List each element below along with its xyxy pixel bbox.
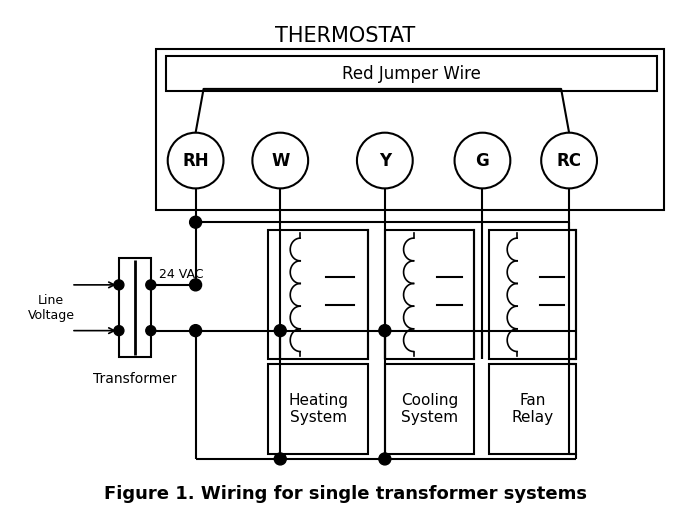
Text: THERMOSTAT: THERMOSTAT (275, 26, 415, 46)
Circle shape (146, 280, 156, 290)
Circle shape (275, 453, 286, 465)
Text: W: W (271, 151, 289, 170)
Bar (385, 364, 475, 454)
Text: Transformer: Transformer (93, 372, 177, 386)
Circle shape (190, 216, 201, 228)
Text: Line
Voltage: Line Voltage (28, 294, 75, 322)
Bar (268, 230, 368, 360)
Circle shape (379, 453, 391, 465)
Circle shape (146, 326, 156, 336)
Circle shape (379, 325, 391, 337)
Text: Y: Y (379, 151, 391, 170)
Text: RH: RH (182, 151, 209, 170)
Circle shape (357, 133, 413, 188)
Circle shape (114, 326, 124, 336)
Text: RC: RC (557, 151, 582, 170)
Bar (166, 56, 657, 91)
Circle shape (168, 133, 224, 188)
Text: 24 VAC: 24 VAC (159, 268, 204, 281)
Circle shape (190, 325, 201, 337)
Text: Heating
System: Heating System (288, 393, 348, 425)
Text: Cooling
System: Cooling System (401, 393, 458, 425)
Bar (156, 49, 664, 210)
Bar (489, 364, 576, 454)
Circle shape (455, 133, 511, 188)
Bar (385, 230, 475, 360)
Text: Fan
Relay: Fan Relay (512, 393, 554, 425)
Circle shape (253, 133, 308, 188)
Circle shape (114, 280, 124, 290)
Bar (489, 230, 576, 360)
Circle shape (541, 133, 597, 188)
Text: Red Jumper Wire: Red Jumper Wire (342, 65, 481, 82)
Circle shape (275, 325, 286, 337)
Bar (119, 258, 151, 358)
Bar (268, 364, 368, 454)
Text: Figure 1. Wiring for single transformer systems: Figure 1. Wiring for single transformer … (104, 485, 586, 503)
Text: G: G (475, 151, 489, 170)
Circle shape (190, 279, 201, 291)
